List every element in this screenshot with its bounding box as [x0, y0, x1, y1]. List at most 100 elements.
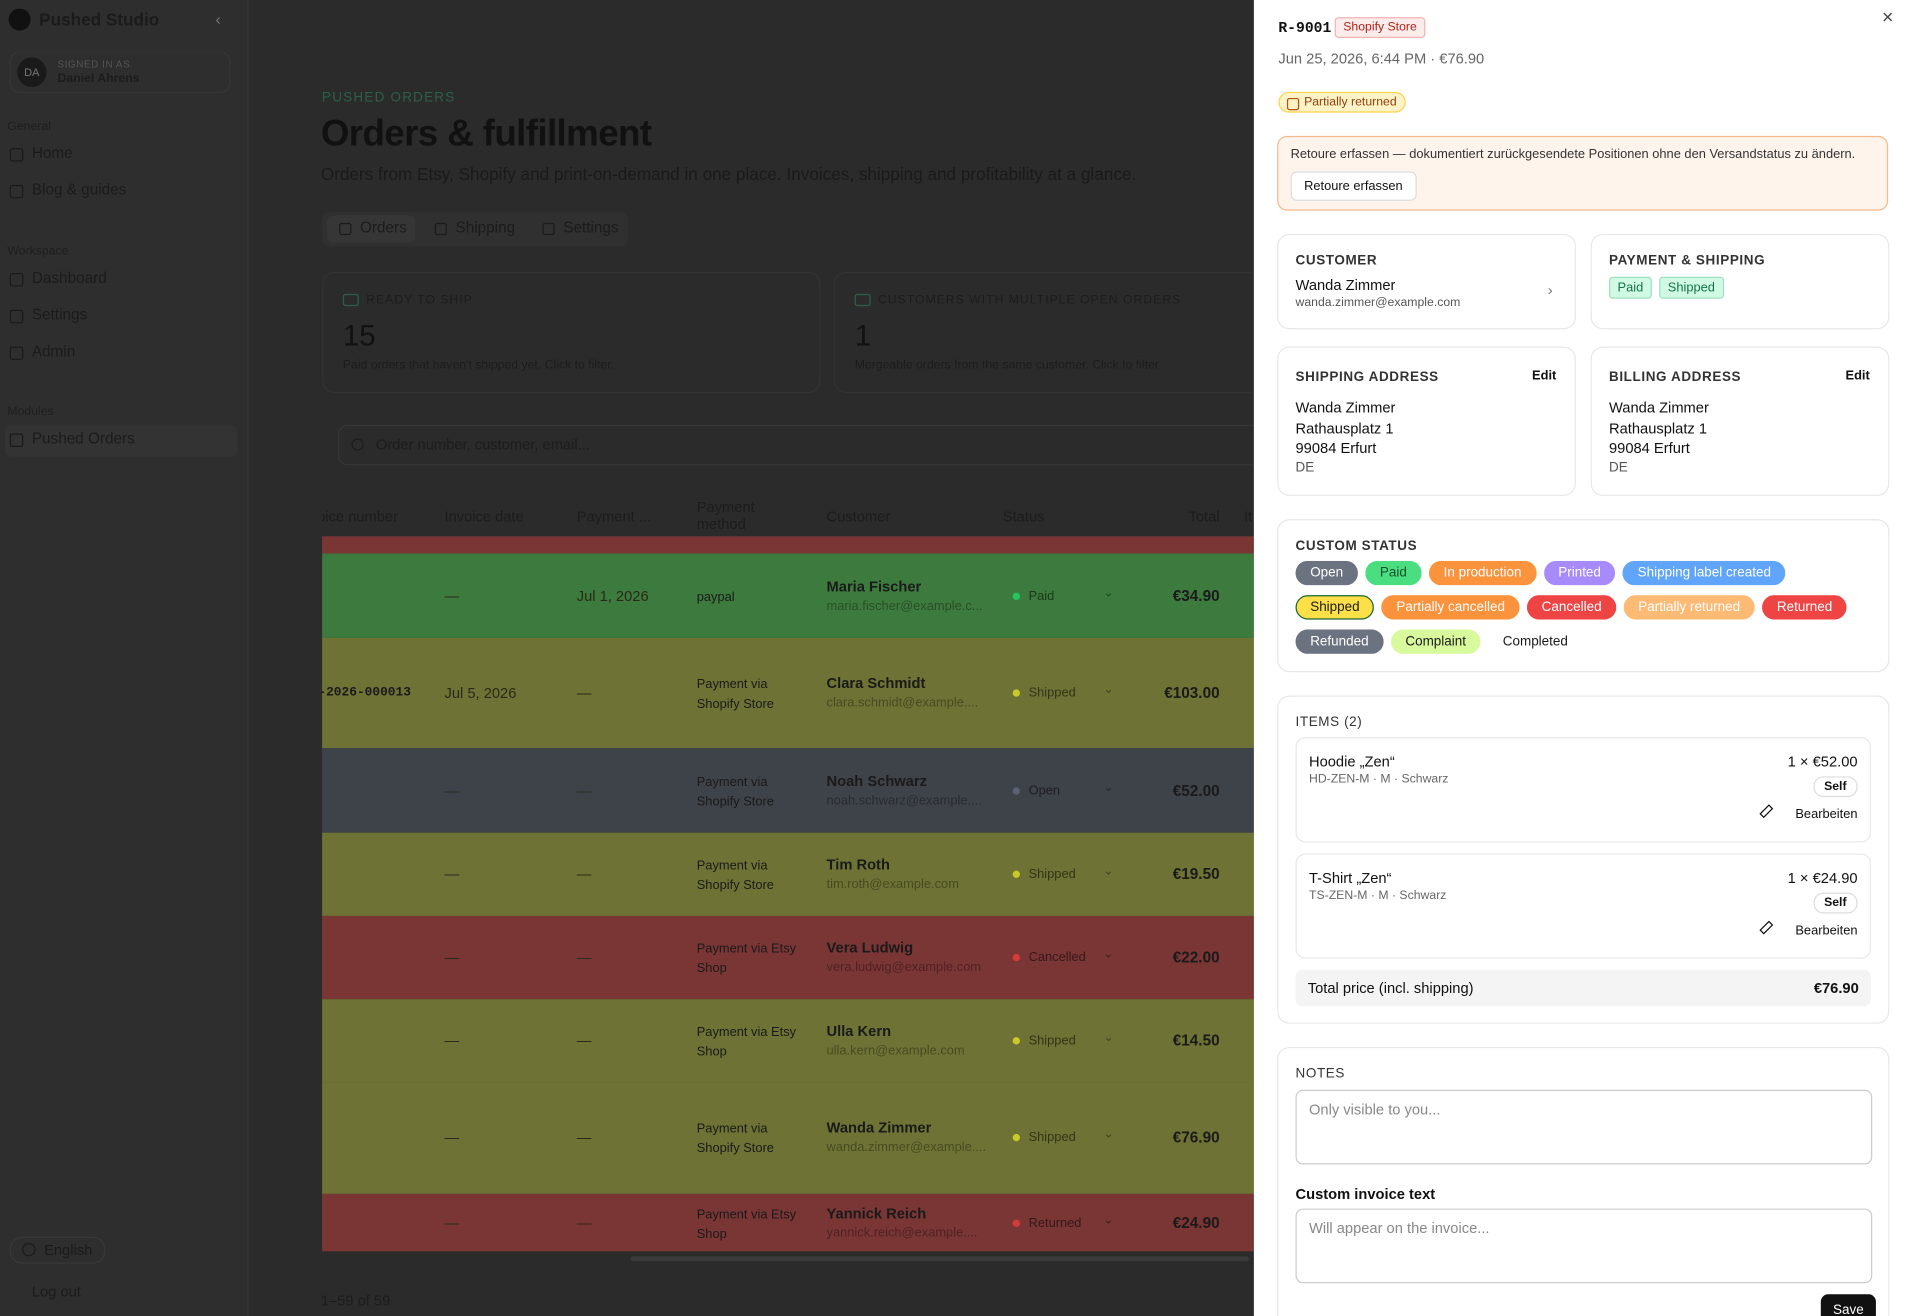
- customer-email: maria.fischer@example.c...: [826, 598, 983, 613]
- status-option[interactable]: Shipped: [1295, 595, 1375, 620]
- status-option[interactable]: Partially cancelled: [1381, 595, 1520, 620]
- status-option[interactable]: Complaint: [1390, 629, 1481, 654]
- nav-icon: [9, 184, 24, 199]
- address-line: Rathausplatz 1: [1608, 419, 1708, 437]
- edit-button[interactable]: Edit: [1845, 368, 1870, 384]
- status-option[interactable]: Shipping label created: [1622, 560, 1786, 586]
- nav-item[interactable]: Blog & guides: [31, 181, 127, 199]
- table-row[interactable]: — — Payment via Etsy Shop Yannick Reich yann…: [322, 1193, 1254, 1252]
- stat-card[interactable]: CUSTOMERS WITH MULTIPLE OPEN ORDERS 1 Merg…: [833, 271, 1254, 394]
- close[interactable]: ×: [1882, 7, 1894, 29]
- customer-email: noah.schwarz@example....: [826, 792, 982, 808]
- status-option[interactable]: Returned: [1762, 595, 1847, 620]
- tab[interactable]: Settings: [563, 219, 619, 237]
- column-header: Payment method: [696, 498, 755, 533]
- nav-item[interactable]: Home: [31, 144, 73, 162]
- item-name: T-Shirt „Zen“: [1308, 869, 1392, 887]
- search[interactable]: Order number, customer, email...: [337, 424, 1254, 466]
- table-row[interactable]: — — Payment via Etsy Shop Ulla Kern ulla.ker…: [322, 999, 1254, 1084]
- nav-group-title: Workspace: [7, 244, 69, 259]
- table-row[interactable]: -2026-000013 Jul 5, 2026 — Payment via Shop…: [322, 637, 1254, 750]
- column-header: Status: [1002, 508, 1045, 526]
- stat-card[interactable]: READY TO SHIP 15 Paid orders that haven't …: [322, 271, 821, 394]
- notice-button[interactable]: Retoure erfassen: [1290, 171, 1417, 201]
- collapse[interactable]: ‹: [215, 9, 221, 29]
- payment-method: Payment via Shopify Store: [696, 676, 774, 711]
- row-strip: [322, 536, 1254, 554]
- invoice-date: —: [444, 1214, 460, 1232]
- customer-email: tim.roth@example.com: [826, 876, 959, 892]
- save-button[interactable]: Save: [1820, 1294, 1877, 1316]
- payment-date: —: [576, 683, 592, 702]
- nav-active: [4, 424, 238, 457]
- badge: Shipped: [1659, 276, 1724, 299]
- status-option[interactable]: Paid: [1365, 560, 1422, 586]
- status-option[interactable]: Cancelled: [1526, 595, 1617, 620]
- status: Cancelled: [1028, 950, 1086, 965]
- tab[interactable]: Orders: [360, 219, 407, 237]
- table-row[interactable]: — — Payment via Shopify Store Tim Roth tim.r…: [322, 832, 1254, 918]
- status-option[interactable]: Refunded: [1295, 629, 1384, 654]
- total-label: Total price (incl. shipping): [1307, 979, 1474, 997]
- placeholder: Will appear on the invoice...: [1308, 1219, 1490, 1237]
- column-header: It: [1244, 508, 1253, 526]
- item-tag: Self: [1813, 892, 1858, 914]
- invoice-date: —: [444, 1128, 460, 1146]
- status-dot: [1012, 1037, 1020, 1045]
- stat-label: CUSTOMERS WITH MULTIPLE OPEN ORDERS: [877, 293, 1182, 308]
- table-row[interactable]: — — Payment via Shopify Store Wanda Zimmer w…: [322, 1082, 1254, 1196]
- logout[interactable]: Log out: [31, 1283, 81, 1301]
- status-chevron: ⌄: [1103, 780, 1114, 795]
- customer-email: wanda.zimmer@example.com: [1295, 296, 1461, 310]
- address-line: 99084 Erfurt: [1608, 439, 1690, 457]
- payment-date: —: [576, 865, 592, 883]
- total: €76.90: [1172, 1128, 1220, 1146]
- payment-date: —: [576, 1214, 592, 1232]
- status-option[interactable]: Printed: [1543, 560, 1616, 586]
- nav-item[interactable]: Dashboard: [31, 269, 107, 287]
- nav-icon: [9, 346, 24, 360]
- customer-card[interactable]: CUSTOMER Wanda Zimmer wanda.zimmer@examp…: [1277, 233, 1576, 330]
- customer-name: Noah Schwarz: [826, 772, 927, 790]
- edit-button[interactable]: Edit: [1532, 368, 1557, 384]
- nav-icon: [9, 273, 24, 287]
- payment-method: Payment via Etsy Shop: [696, 1024, 797, 1060]
- address-line: 99084 Erfurt: [1295, 439, 1377, 457]
- item-qty: 1 × €52.00: [1787, 753, 1858, 771]
- status-option[interactable]: Open: [1295, 560, 1358, 586]
- status-option[interactable]: In production: [1428, 560, 1537, 586]
- item: T-Shirt „Zen“ TS-ZEN-M · M · Schwarz 1 × €…: [1295, 853, 1872, 959]
- invoice-input[interactable]: Will appear on the invoice...: [1295, 1208, 1873, 1284]
- tab-icon: [542, 222, 555, 236]
- invoice-date: —: [444, 948, 460, 967]
- tab[interactable]: Shipping: [455, 219, 516, 237]
- nav-item[interactable]: Admin: [31, 342, 76, 360]
- notes-input[interactable]: Only visible to you...: [1295, 1089, 1873, 1165]
- card-heading: NOTES: [1295, 1066, 1345, 1082]
- item-sku: TS-ZEN-M · M · Schwarz: [1308, 888, 1447, 903]
- status-options: Open Paid In production Printed Shipping lab…: [1295, 560, 1872, 664]
- card-heading: BILLING ADDRESS: [1608, 369, 1742, 385]
- nav-item[interactable]: Settings: [31, 306, 88, 324]
- address-line: Wanda Zimmer: [1295, 399, 1396, 417]
- table-row[interactable]: — — Payment via Shopify Store Noah Schwarz n…: [322, 748, 1254, 834]
- status-option[interactable]: Completed: [1488, 629, 1583, 654]
- status: Shipped: [1028, 1033, 1076, 1049]
- item-qty: 1 × €24.90: [1787, 869, 1858, 887]
- customer-name: Clara Schmidt: [826, 674, 926, 692]
- column-header: oice number: [322, 508, 399, 526]
- status: Returned: [1028, 1215, 1082, 1230]
- status-option[interactable]: Partially returned: [1623, 595, 1755, 620]
- table-row[interactable]: — Jul 1, 2026 paypal Maria Fischer maria.fis…: [322, 553, 1254, 640]
- nav-item[interactable]: Pushed Orders: [31, 429, 135, 447]
- item-edit[interactable]: Bearbeiten: [1795, 923, 1858, 938]
- customer-name: Vera Ludwig: [826, 939, 914, 957]
- item-edit[interactable]: Bearbeiten: [1795, 806, 1858, 822]
- logo: [8, 8, 31, 31]
- language[interactable]: English: [9, 1236, 106, 1264]
- table-row[interactable]: — — Payment via Etsy Shop Vera Ludwig vera.l…: [322, 915, 1254, 1001]
- tabs: Orders Shipping Settings: [322, 211, 629, 247]
- customer-name: Wanda Zimmer: [826, 1118, 932, 1136]
